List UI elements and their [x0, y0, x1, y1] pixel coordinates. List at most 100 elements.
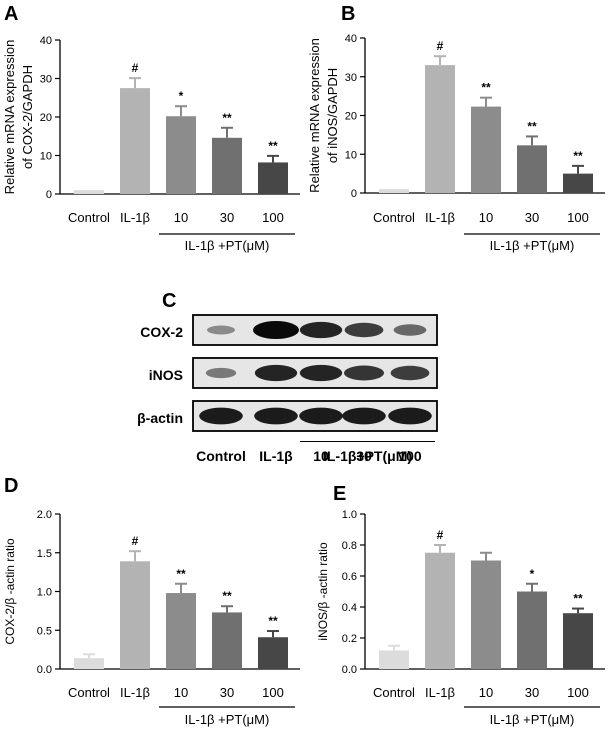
y-axis-label: iNOS/β -actin ratio [316, 542, 330, 641]
blot-lane-label: 10 [313, 448, 329, 464]
x-tick-label: 100 [262, 685, 284, 700]
bar [120, 88, 150, 194]
bar [379, 650, 409, 669]
significance-marker: * [530, 567, 535, 581]
panel-label-d: D [4, 475, 18, 497]
bar [258, 162, 288, 194]
chart-a: A 0 10 20 30 40 Relative mRNA expression of COX… [2, 3, 300, 253]
y-tick-label: 0.8 [342, 540, 357, 552]
chart-b: B 0 10 20 30 40 Relative mRNA expression of iNO… [307, 3, 605, 253]
panel-label-e: E [333, 483, 346, 505]
blot-lane-label: IL-1β [259, 448, 293, 464]
blot-band [207, 325, 235, 335]
x-tick-label: 10 [174, 210, 188, 225]
panel-a: A 0 10 20 30 40 Relative mRNA expression of COX… [0, 0, 305, 290]
y-tick-label: 10 [345, 149, 357, 161]
blot-band [253, 321, 299, 339]
significance-marker: ** [222, 589, 232, 603]
blot-band [199, 407, 243, 425]
bar [563, 173, 593, 193]
x-tick-label: IL-1β [425, 210, 455, 225]
blot-band [299, 321, 343, 339]
group-label: IL-1β +PT(μM) [490, 238, 575, 253]
y-axis-label: Relative mRNA expression [307, 38, 322, 193]
x-tick-label: 100 [567, 685, 589, 700]
blot-band [344, 322, 384, 338]
y-tick-label: 30 [345, 72, 357, 84]
y-tick-label: 30 [40, 74, 52, 86]
x-tick-label: 30 [525, 210, 539, 225]
x-tick-label: Control [373, 210, 415, 225]
blot-row-label: β-actin [137, 410, 183, 426]
x-tick-label: 30 [220, 210, 234, 225]
bar [563, 613, 593, 669]
x-tick-label: IL-1β [120, 210, 150, 225]
significance-marker: ** [573, 592, 583, 606]
blot-band [344, 365, 384, 381]
y-tick-label: 0.0 [342, 664, 357, 676]
significance-marker: ** [268, 614, 278, 628]
significance-marker: ** [573, 149, 583, 163]
blot-band [342, 407, 386, 425]
y-tick-label: 1.0 [37, 587, 52, 599]
y-tick-label: 1.0 [342, 509, 357, 521]
bar [212, 612, 242, 669]
bar [166, 593, 196, 669]
bar [379, 189, 409, 193]
y-tick-label: 0.5 [37, 625, 52, 637]
significance-marker: ** [481, 81, 491, 95]
blot-group-label: IL-1β+PT(μM) [300, 441, 435, 464]
y-tick-label: 0.4 [342, 602, 357, 614]
blot-lane-label: 100 [398, 448, 422, 464]
y-tick-label: 0.0 [37, 664, 52, 676]
x-tick-label: IL-1β [425, 685, 455, 700]
significance-marker: ** [222, 111, 232, 125]
chart-e: E 0.0 0.2 0.4 0.6 0.8 1.0 iNOS/β -actin ratio Co… [316, 483, 605, 727]
x-tick-label: Control [68, 210, 110, 225]
bar [425, 552, 455, 669]
significance-marker: # [132, 61, 139, 75]
panel-d: D 0.0 0.5 1.0 1.5 2.0 COX-2/β -actin ratio Cont… [0, 470, 305, 729]
bar [471, 560, 501, 669]
western-blot: C COX-2 iNOS β-actin Control IL-1β 10 30… [137, 290, 438, 464]
blot-band [299, 407, 343, 425]
x-tick-label: 10 [479, 210, 493, 225]
blot-band [390, 365, 430, 381]
panel-label-c: C [162, 290, 176, 312]
bar [517, 145, 547, 193]
blot-band [388, 407, 432, 425]
y-tick-label: 40 [345, 33, 357, 45]
y-tick-label: 20 [345, 111, 357, 123]
panel-c: C COX-2 iNOS β-actin Control IL-1β 10 30… [0, 285, 611, 475]
y-tick-label: 20 [40, 112, 52, 124]
y-tick-label: 40 [40, 35, 52, 47]
x-tick-label: 100 [262, 210, 284, 225]
y-tick-label: 0.6 [342, 571, 357, 583]
blot-row-label: COX-2 [140, 324, 183, 340]
bar [517, 591, 547, 669]
significance-marker: # [132, 534, 139, 548]
x-tick-label: Control [68, 685, 110, 700]
x-tick-label: 30 [220, 685, 234, 700]
panel-label-a: A [4, 3, 18, 25]
y-axis-label: Relative mRNA expression [2, 40, 17, 195]
blot-lane-label: 30 [356, 448, 372, 464]
blot-row-label: iNOS [149, 367, 183, 383]
bar [425, 65, 455, 193]
significance-marker: ** [268, 139, 278, 153]
group-label: IL-1β +PT(μM) [490, 712, 575, 727]
blot-band [254, 364, 298, 382]
significance-marker: ** [176, 567, 186, 581]
bar [471, 106, 501, 193]
y-tick-label: 0 [351, 188, 357, 200]
blot-band [254, 407, 298, 425]
chart-d: D 0.0 0.5 1.0 1.5 2.0 COX-2/β -actin ratio Cont… [3, 475, 300, 727]
significance-marker: ** [527, 119, 537, 133]
bar [74, 658, 104, 669]
significance-marker: # [437, 528, 444, 542]
x-tick-label: 10 [174, 685, 188, 700]
bar [212, 137, 242, 194]
bar [74, 190, 104, 194]
significance-marker: # [437, 39, 444, 53]
blot-band [299, 364, 343, 382]
